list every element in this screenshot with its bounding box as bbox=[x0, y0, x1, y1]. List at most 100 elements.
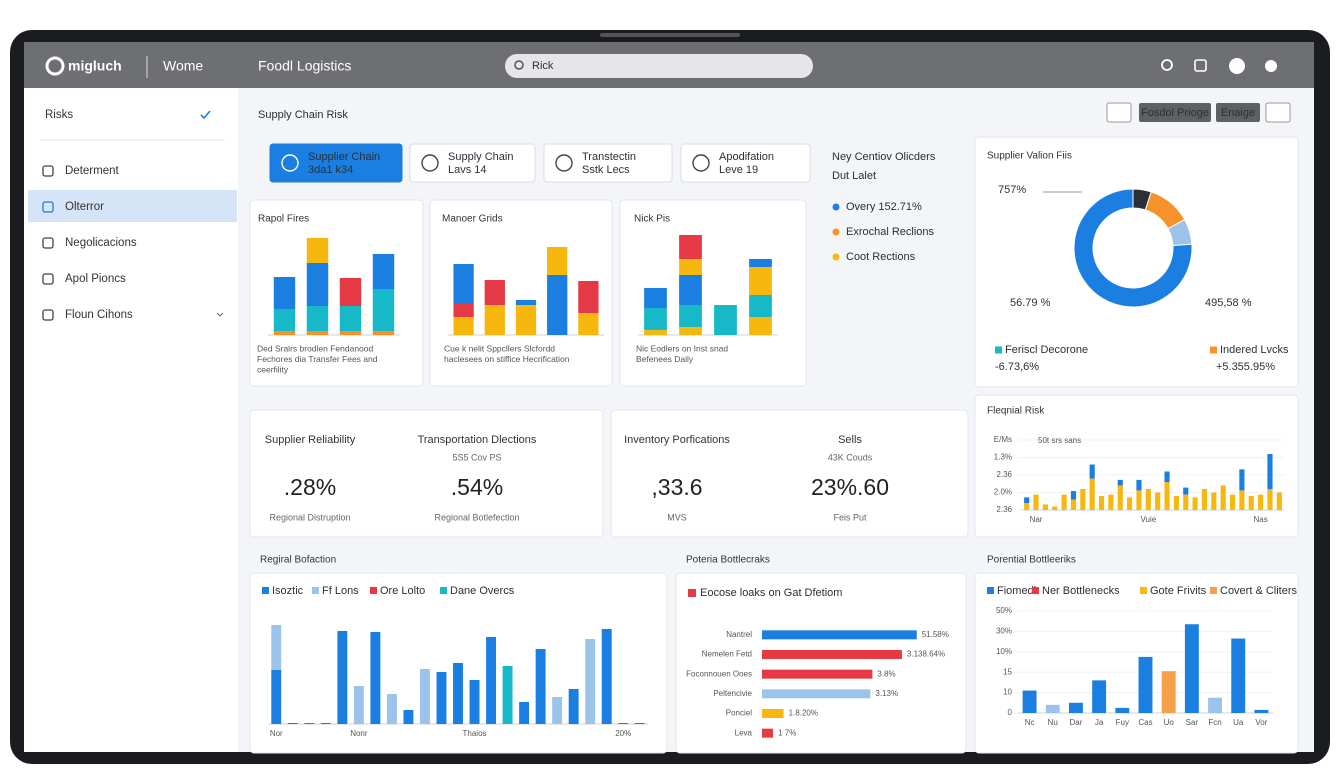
bar bbox=[1220, 485, 1226, 510]
legend-swatch bbox=[987, 587, 994, 594]
y-tick-label: 2.36 bbox=[996, 505, 1012, 514]
icon-settings[interactable] bbox=[1265, 60, 1277, 72]
tab-sub: 3da1 k34 bbox=[308, 164, 353, 176]
nav-item[interactable]: Floun Cihons bbox=[65, 309, 133, 321]
bar bbox=[1089, 478, 1095, 510]
tab-icon bbox=[692, 154, 710, 172]
tab[interactable] bbox=[269, 143, 403, 183]
legend-swatch bbox=[370, 587, 377, 594]
bar bbox=[271, 670, 282, 724]
x-tick-label: Thaios bbox=[463, 729, 487, 738]
bar bbox=[372, 289, 395, 331]
bar bbox=[353, 686, 364, 724]
icon-info[interactable] bbox=[1229, 58, 1245, 74]
bar bbox=[273, 331, 296, 335]
nav-item[interactable]: Negolicacions bbox=[65, 237, 137, 249]
bar bbox=[1192, 497, 1198, 510]
logo[interactable]: migluch bbox=[68, 58, 122, 74]
kpi-value: 23%.60 bbox=[811, 474, 889, 500]
card bbox=[974, 572, 1299, 754]
legend-swatch bbox=[688, 589, 696, 597]
chart-title: Nick Pis bbox=[634, 214, 670, 225]
bar bbox=[1161, 671, 1176, 713]
bar bbox=[339, 331, 362, 335]
legend-label: Feriscl Decorone bbox=[1005, 344, 1088, 356]
y-tick-label: 15 bbox=[1003, 667, 1012, 676]
legend-dot bbox=[832, 228, 840, 236]
bar bbox=[679, 305, 702, 327]
x-tick-label: Dar bbox=[1070, 718, 1083, 727]
bar bbox=[1052, 506, 1058, 510]
nav-item[interactable]: Olterror bbox=[65, 201, 104, 213]
kpi-title: Transportation Dlections bbox=[418, 434, 537, 446]
y-tick-label: Peltencivie bbox=[713, 689, 752, 698]
legend-swatch bbox=[312, 587, 319, 594]
button[interactable] bbox=[1216, 103, 1260, 122]
search-box[interactable] bbox=[505, 54, 813, 78]
bar bbox=[273, 277, 296, 309]
bar bbox=[762, 728, 774, 738]
bar bbox=[644, 288, 667, 308]
legend-label: Ore Lolto bbox=[380, 585, 425, 597]
tab[interactable] bbox=[543, 143, 673, 183]
icon-share[interactable] bbox=[1194, 59, 1207, 72]
y-tick-label: 1.3% bbox=[994, 453, 1012, 462]
chart-title: Regiral Bofaction bbox=[260, 555, 336, 566]
bar bbox=[287, 723, 298, 724]
caption: ceerfility bbox=[257, 364, 289, 374]
value-label: 51.58% bbox=[922, 630, 949, 639]
bar bbox=[306, 263, 329, 306]
button[interactable] bbox=[1139, 103, 1211, 122]
bar bbox=[453, 317, 474, 335]
legend-swatch bbox=[1140, 587, 1147, 594]
legend-swatch bbox=[440, 587, 447, 594]
legend-swatch bbox=[1032, 587, 1039, 594]
sidebar-title: Risks bbox=[45, 109, 73, 121]
bar bbox=[1127, 497, 1133, 510]
icon-search[interactable] bbox=[1161, 59, 1173, 71]
kpi-caption: Regional Botlefection bbox=[434, 512, 519, 522]
x-tick-label: Nu bbox=[1048, 718, 1058, 727]
chart-title: Poteria Bottlecraks bbox=[686, 555, 770, 566]
sidebar-nav: Determent Olterror Negolicacions Apol Pionc… bbox=[42, 165, 137, 321]
bar bbox=[679, 235, 702, 259]
camera-bar bbox=[600, 33, 740, 37]
kpi-sub: 5S5 Cov PS bbox=[452, 452, 501, 462]
button[interactable] bbox=[1265, 102, 1291, 123]
nav-link[interactable]: Foodl Logistics bbox=[258, 58, 351, 74]
bar bbox=[1115, 707, 1130, 713]
bar bbox=[1033, 494, 1039, 510]
x-tick-label: 20% bbox=[615, 729, 631, 738]
y-tick-label: 10 bbox=[1003, 688, 1012, 697]
card bbox=[619, 199, 807, 387]
y-tick-label: Nemelen Fetd bbox=[702, 650, 752, 659]
button[interactable] bbox=[1106, 102, 1132, 123]
donut-slice bbox=[1073, 188, 1193, 308]
card bbox=[675, 572, 967, 754]
nav-icon bbox=[42, 201, 54, 213]
nav-link[interactable]: Wome bbox=[163, 58, 203, 74]
chart-title: Fleqnial Risk bbox=[987, 406, 1045, 417]
y-tick-label: 0 bbox=[1008, 708, 1013, 717]
bar bbox=[762, 669, 873, 679]
bar bbox=[1108, 494, 1114, 510]
nav-item[interactable]: Determent bbox=[65, 165, 119, 177]
nav-item[interactable]: Apol Pioncs bbox=[65, 273, 126, 285]
kpi-title: Supplier Reliability bbox=[265, 434, 356, 446]
nav-icon bbox=[42, 273, 54, 285]
tab[interactable] bbox=[680, 143, 811, 183]
card bbox=[249, 199, 424, 387]
x-tick-label: Nas bbox=[1253, 515, 1267, 524]
bar bbox=[547, 275, 568, 335]
tab-title: Apodifation bbox=[719, 151, 774, 163]
value-label: 3.138.64% bbox=[907, 650, 945, 659]
tab-sub: Lavs 14 bbox=[448, 164, 487, 176]
bar bbox=[1024, 497, 1030, 503]
tab[interactable] bbox=[409, 143, 536, 183]
bar bbox=[1024, 503, 1030, 510]
bar bbox=[515, 305, 537, 335]
search-text: Rick bbox=[532, 60, 554, 72]
bar bbox=[1248, 496, 1254, 510]
panel-title: Ney Centiov Olicders bbox=[832, 151, 936, 163]
